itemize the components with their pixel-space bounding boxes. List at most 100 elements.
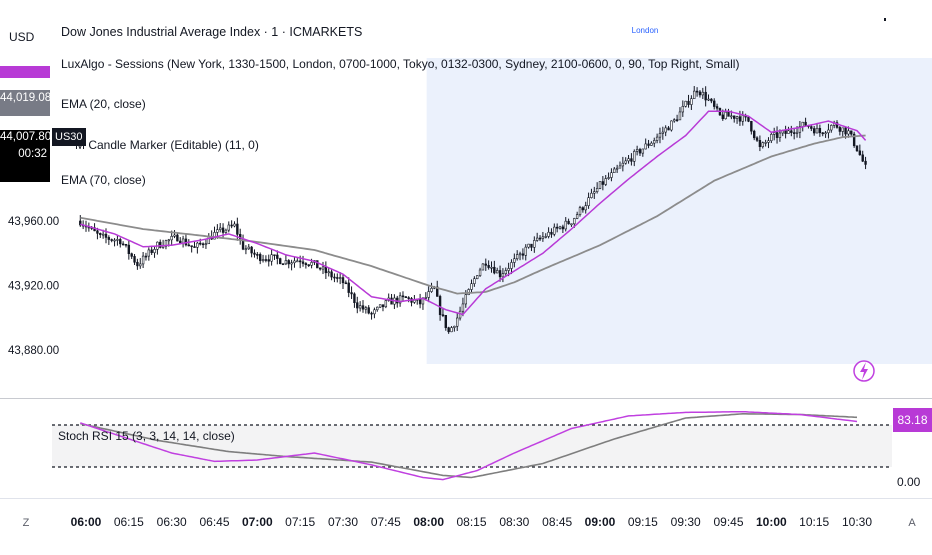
candle	[370, 311, 373, 320]
candle	[595, 182, 599, 194]
candle	[701, 87, 705, 99]
candle	[107, 235, 111, 245]
candle	[267, 254, 270, 267]
candle	[841, 127, 844, 138]
candle	[159, 239, 162, 249]
candle	[770, 131, 773, 144]
candle	[407, 296, 410, 303]
candle	[521, 248, 525, 260]
candle	[538, 235, 542, 242]
candle	[290, 259, 293, 271]
legend-ema20[interactable]: EMA (20, close)	[61, 97, 146, 111]
candle	[752, 129, 756, 141]
candle	[598, 181, 602, 190]
candle	[864, 156, 867, 170]
candle	[767, 137, 770, 149]
candle	[693, 86, 696, 99]
candle	[544, 233, 547, 239]
oscillator-legend[interactable]: Stoch RSI 15 (3, 3, 14, 14, close)	[58, 429, 235, 443]
candle	[219, 223, 222, 233]
x-tick-label: 08:00	[413, 515, 444, 529]
candle	[727, 108, 730, 117]
stoch-k-line[interactable]	[80, 410, 858, 481]
candle	[287, 259, 290, 269]
auto-scale-button[interactable]: A	[908, 517, 916, 529]
candle	[139, 258, 142, 269]
session-box-london	[426, 58, 932, 364]
candle	[664, 125, 667, 137]
symbol-tag[interactable]: US30	[52, 128, 86, 146]
candle	[815, 122, 819, 134]
candle	[276, 250, 279, 265]
candle	[587, 192, 590, 209]
ema20-line[interactable]	[80, 110, 867, 316]
candle	[707, 94, 710, 102]
candle	[301, 255, 305, 267]
zoom-toggle-button[interactable]: Z	[22, 517, 30, 529]
candle	[661, 126, 665, 140]
candle	[401, 291, 405, 302]
candle	[495, 267, 499, 274]
candle	[444, 315, 447, 331]
candle	[524, 244, 527, 261]
candle	[755, 136, 759, 142]
candle	[695, 87, 699, 97]
candle	[173, 230, 176, 239]
candle	[204, 238, 208, 249]
candle	[555, 223, 559, 233]
candle	[338, 272, 342, 285]
candle	[535, 232, 539, 242]
stoch-d-line[interactable]	[80, 412, 858, 479]
candle	[373, 307, 376, 319]
candle	[735, 115, 739, 124]
candle	[530, 243, 533, 252]
candle	[398, 292, 402, 307]
candle	[244, 245, 248, 255]
candle	[750, 120, 753, 135]
candle	[233, 221, 236, 228]
x-tick-label: 07:30	[328, 515, 358, 529]
candle	[476, 275, 479, 280]
candle	[627, 155, 630, 164]
candle	[824, 130, 827, 138]
lightning-icon[interactable]	[853, 360, 875, 382]
candle	[481, 263, 485, 271]
chart-title[interactable]: Dow Jones Industrial Average Index · 1 ·…	[61, 25, 363, 39]
candle	[827, 123, 830, 139]
candle	[136, 258, 139, 270]
candle	[119, 237, 122, 248]
candle	[273, 254, 276, 260]
candle	[133, 254, 136, 265]
ema70-line[interactable]	[80, 134, 866, 295]
candle	[798, 121, 802, 139]
x-tick-label: 10:00	[756, 515, 787, 529]
candle	[593, 186, 596, 199]
candle	[724, 108, 727, 120]
candle	[564, 217, 567, 232]
candle	[733, 115, 736, 123]
legend-ema70[interactable]: EMA (70, close)	[61, 173, 146, 187]
x-tick-label: 07:15	[285, 515, 315, 529]
currency-label[interactable]: USD	[9, 30, 35, 44]
candle	[367, 305, 370, 315]
x-tick-label: 06:30	[157, 515, 187, 529]
y-tick-label: 43,960.00	[8, 216, 59, 228]
candle	[493, 260, 496, 275]
candle	[761, 141, 764, 149]
candle	[618, 161, 622, 169]
candle	[190, 245, 193, 253]
candle	[858, 144, 862, 156]
candle	[533, 236, 536, 253]
candle	[347, 277, 350, 298]
candle	[141, 251, 145, 269]
candle	[498, 265, 502, 282]
candle	[427, 286, 430, 303]
candle	[378, 304, 382, 309]
candle	[784, 125, 787, 139]
candle	[601, 176, 605, 191]
legend-sessions[interactable]: LuxAlgo - Sessions (New York, 1330-1500,…	[61, 57, 740, 71]
legend-candle-marker[interactable]: M Candle Marker (Editable) (11, 0)	[75, 138, 259, 152]
x-tick-label: 09:15	[628, 515, 658, 529]
